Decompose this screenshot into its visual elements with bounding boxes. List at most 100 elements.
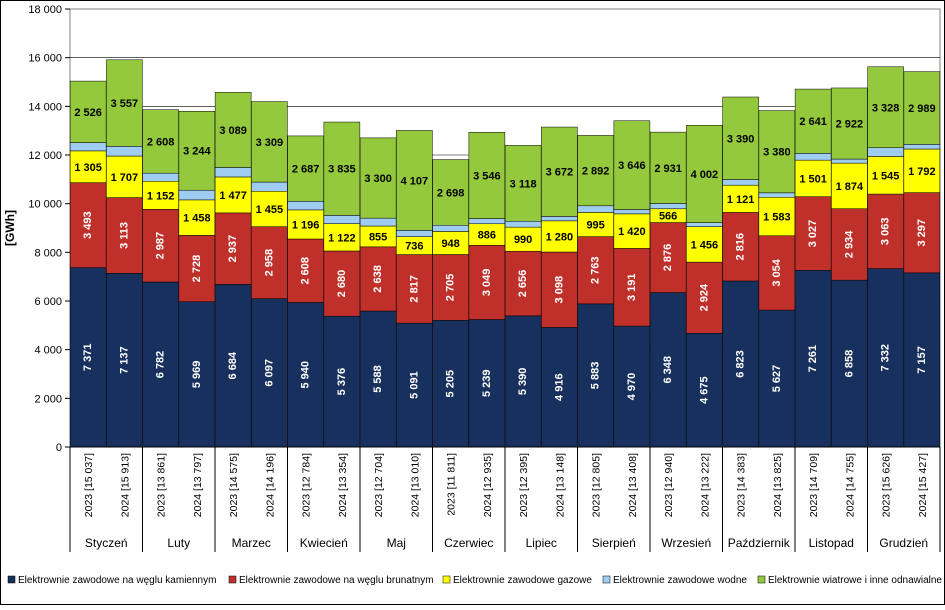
bar-segment-s0-c6: [287, 302, 324, 448]
data-label: 1 707: [111, 172, 139, 184]
data-label: 2 937: [227, 235, 239, 263]
data-label: 3 244: [183, 146, 211, 158]
bar-segment-s3-c20: [794, 153, 832, 161]
bar-segment-s4-c13: [541, 126, 578, 217]
bar-segment-s2-c15: [613, 213, 651, 249]
data-label: 1 501: [799, 173, 827, 185]
bar-segment-s1-c23: [903, 192, 941, 274]
data-label: 5 588: [372, 365, 384, 393]
category-label: 2024 [13 148]: [554, 453, 566, 517]
data-label: 1 280: [546, 231, 574, 243]
data-label: 1 420: [618, 226, 646, 238]
category-label: 2024 [15 913]: [119, 453, 131, 517]
data-label: 1 305: [74, 162, 102, 174]
bar-segment-s3-c8: [359, 217, 397, 227]
data-label: 3 328: [872, 102, 900, 114]
data-label: 5 627: [771, 365, 783, 393]
bar-segment-s0-c19: [758, 309, 796, 448]
legend-swatch: [7, 575, 16, 584]
data-label: 5 969: [191, 361, 203, 389]
bar-segment-s1-c20: [794, 196, 832, 271]
bar-segment-s4-c20: [794, 88, 832, 154]
data-label: 2 876: [662, 244, 674, 272]
legend-swatch: [757, 575, 766, 584]
data-label: 7 371: [82, 344, 94, 372]
data-label: 1 455: [256, 204, 284, 216]
bar-segment-s2-c21: [831, 162, 868, 209]
y-axis-title: [GWh]: [3, 210, 17, 246]
data-label: 2 638: [372, 265, 384, 293]
legend: Elektrownie zawodowe na węglu kamiennym E…: [7, 575, 942, 586]
data-label: 4 675: [698, 376, 710, 404]
y-tick-label: 16 000: [28, 53, 62, 65]
bar-segment-s2-c7: [323, 223, 361, 252]
data-label: 7 261: [807, 345, 819, 373]
month-label: Marzec: [232, 536, 271, 550]
y-tick-label: 18 000: [28, 4, 62, 16]
bar-segment-s4-c0: [69, 80, 107, 143]
bar-segment-s3-c4: [214, 167, 252, 178]
bar-segment-s3-c7: [323, 215, 361, 224]
data-label: 3 054: [771, 258, 783, 286]
bar-segment-s4-c9: [396, 130, 433, 231]
bar-segment-s0-c8: [359, 310, 397, 448]
bar-segment-s3-c16: [649, 203, 687, 210]
data-label: 2 924: [698, 283, 710, 311]
bar-segment-s2-c13: [541, 220, 578, 253]
y-tick-label: 12 000: [28, 150, 62, 162]
month-label: Sierpień: [592, 536, 636, 550]
data-label: 2 641: [799, 116, 827, 128]
legend-label: Elektrownie zawodowe na węglu kamiennym: [18, 575, 216, 586]
month-label: Październik: [728, 536, 791, 550]
bar-segment-s2-c4: [214, 176, 252, 214]
data-label: 6 782: [155, 351, 167, 379]
data-label: 1 583: [763, 212, 791, 224]
data-label: 1 477: [219, 190, 247, 202]
category-label: 2023 [11 811]: [446, 453, 458, 516]
data-label: 2 989: [908, 103, 936, 115]
legend-label: Elektrownie zawodowe gazowe: [453, 575, 592, 586]
bar-segment-s0-c1: [106, 273, 143, 448]
category-label: 2023 [14 709]: [808, 453, 820, 517]
data-label: 1 545: [872, 170, 900, 182]
y-tick-label: 10 000: [28, 199, 62, 211]
data-label: 855: [369, 231, 387, 243]
category-label: 2023 [12 704]: [373, 453, 385, 517]
bar-segment-s4-c2: [142, 109, 179, 174]
bar-segment-s1-c9: [396, 254, 433, 324]
data-label: 990: [514, 234, 532, 246]
month-label: Czerwiec: [444, 536, 493, 550]
legend-swatch: [442, 575, 451, 584]
bar-segment-s0-c7: [323, 315, 361, 448]
data-label: 3 546: [473, 170, 501, 182]
axes: 0 2 000 4 000 6 000 8 000 10 000 12 000 14 000 1…: [28, 4, 941, 552]
bar-segment-s0-c0: [69, 267, 107, 448]
bars: [69, 59, 941, 448]
bar-segment-s0-c2: [142, 281, 179, 448]
data-label: 2 958: [263, 249, 275, 277]
bar-segment-s1-c1: [106, 197, 143, 274]
data-label: 2 987: [155, 232, 167, 260]
bar-segment-s0-c13: [541, 327, 578, 448]
bar-segment-s1-c7: [323, 250, 361, 317]
category-label: 2023 [12 784]: [301, 453, 313, 517]
data-label: 3 557: [111, 98, 139, 110]
bar-segment-s1-c18: [722, 212, 759, 282]
data-label: 2 892: [582, 166, 610, 178]
bar-segment-s4-c4: [214, 92, 252, 168]
y-tick-label: 4 000: [34, 345, 62, 357]
bar-segment-s3-c17: [686, 222, 723, 227]
data-label: 2 526: [74, 107, 102, 119]
month-label: Lipiec: [526, 536, 557, 550]
data-label: 5 940: [300, 361, 312, 389]
bar-segment-s4-c5: [251, 101, 288, 183]
bar-segment-s1-c17: [686, 261, 723, 334]
data-label: 3 380: [763, 147, 791, 159]
data-label: 1 152: [147, 190, 175, 202]
bar-segment-s4-c8: [359, 137, 397, 219]
category-label: 2023 [12 940]: [663, 453, 675, 517]
y-tick-label: 14 000: [28, 101, 62, 113]
category-label: 2023 [12 395]: [518, 453, 530, 517]
y-tick-label: 2 000: [34, 393, 62, 405]
